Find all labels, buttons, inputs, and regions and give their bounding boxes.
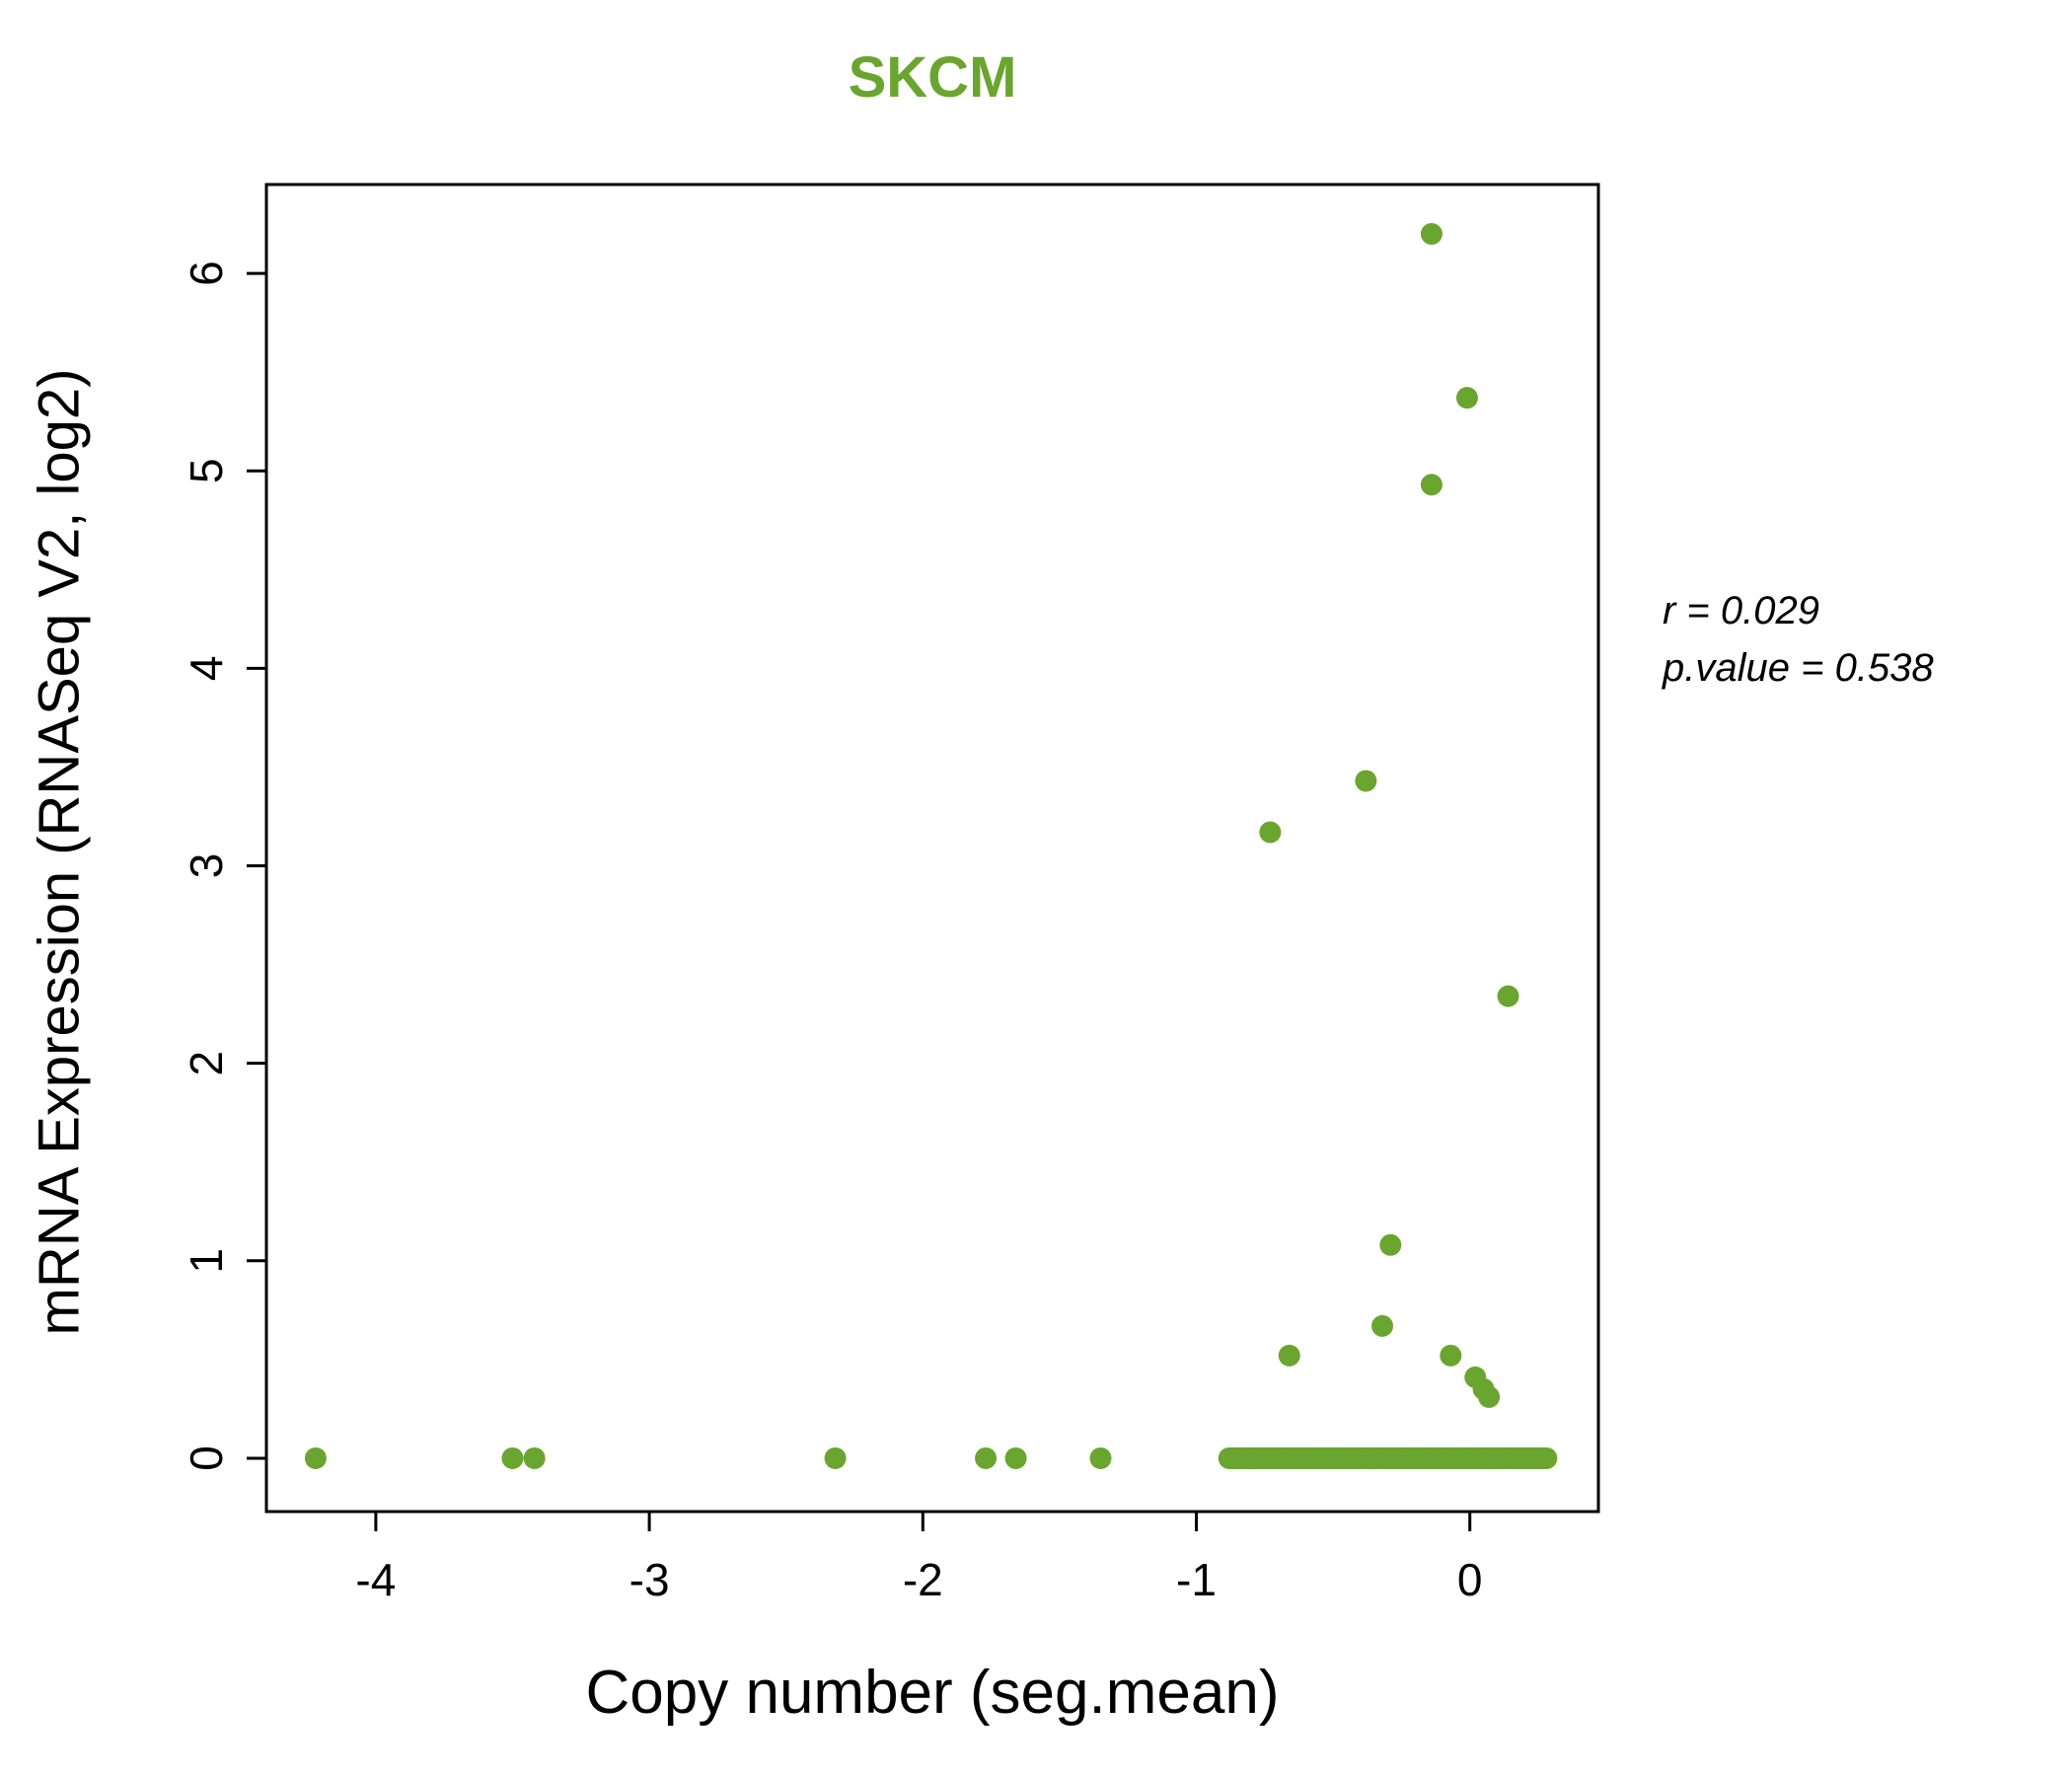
y-tick-label: 2 — [181, 1051, 232, 1076]
data-point — [1420, 223, 1443, 246]
correlation-r-value: r = 0.029 — [1663, 589, 1820, 632]
data-point — [1371, 1314, 1394, 1337]
data-point — [501, 1446, 524, 1469]
data-point — [1379, 1233, 1402, 1256]
x-tick-label: -3 — [629, 1554, 670, 1605]
data-point — [824, 1446, 847, 1469]
data-point — [1004, 1446, 1027, 1469]
x-tick-label: 0 — [1457, 1554, 1483, 1605]
data-point — [975, 1446, 998, 1469]
data-point — [1455, 387, 1478, 409]
y-tick-label: 6 — [181, 260, 232, 286]
data-point — [1440, 1344, 1462, 1367]
p-value: p.value = 0.538 — [1663, 646, 1934, 690]
data-point — [1278, 1344, 1300, 1367]
y-tick-label: 4 — [181, 656, 232, 682]
data-point — [1478, 1385, 1501, 1408]
data-point — [1535, 1446, 1558, 1469]
data-point — [304, 1446, 327, 1469]
data-point — [523, 1446, 546, 1469]
data-point — [1259, 821, 1282, 844]
data-point — [1355, 770, 1377, 792]
x-tick-label: -4 — [355, 1554, 396, 1605]
data-point — [1497, 985, 1519, 1007]
y-tick-label: 1 — [181, 1248, 232, 1274]
x-tick-label: -2 — [903, 1554, 943, 1605]
data-point — [1089, 1446, 1112, 1469]
y-tick-label: 3 — [181, 853, 232, 879]
data-point — [1420, 474, 1443, 496]
x-tick-label: -1 — [1176, 1554, 1217, 1605]
chart-title: SKCM — [848, 45, 1017, 110]
y-tick-label: 5 — [181, 458, 232, 483]
stats-annotation: r = 0.029 p.value = 0.538 — [1663, 582, 1934, 697]
x-axis-label: Copy number (seg.mean) — [585, 1659, 1280, 1727]
y-tick-label: 0 — [181, 1445, 232, 1471]
plot-border — [264, 183, 1600, 1514]
